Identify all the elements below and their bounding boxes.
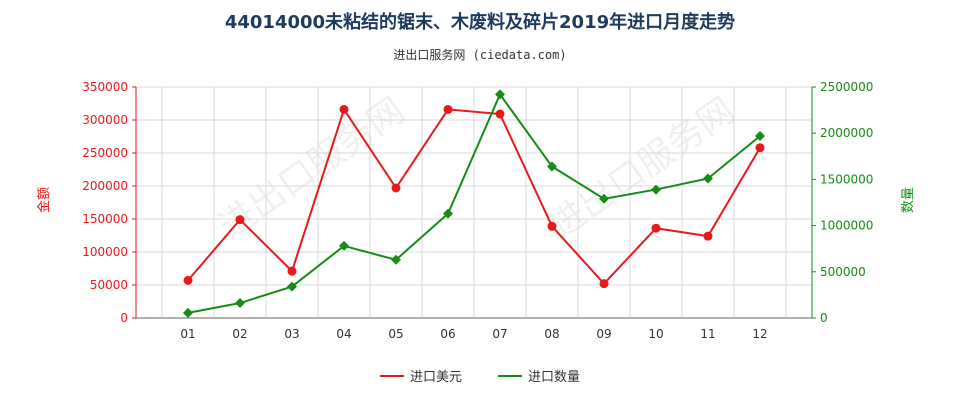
data-point-usd: [183, 275, 193, 285]
legend-item-usd[interactable]: 进口美元: [379, 366, 462, 385]
data-point-usd: [287, 266, 297, 276]
legend-swatch-usd: [379, 370, 404, 382]
data-point-quantity: [651, 184, 661, 195]
data-point-usd: [495, 109, 505, 119]
data-point-usd: [651, 223, 661, 233]
chart-title: 44014000未粘结的锯末、木废料及碎片2019年进口月度走势: [224, 12, 736, 33]
legend-label-usd: 进口美元: [409, 370, 462, 385]
data-point-quantity: [339, 240, 349, 251]
x-tick-label: 01: [180, 327, 195, 341]
x-tick-label: 12: [752, 327, 767, 341]
y-left-tick-label: 300000: [82, 113, 128, 127]
y-right-tick-label: 2500000: [820, 80, 873, 94]
x-tick-label: 02: [232, 327, 247, 341]
data-point-quantity: [495, 89, 505, 100]
grid-lines: 进出口服务网 进出口服务网: [136, 86, 812, 318]
x-tick-label: 10: [648, 327, 663, 341]
x-tick-label: 05: [388, 327, 403, 341]
data-point-usd: [703, 231, 713, 241]
data-point-quantity: [755, 130, 765, 141]
y-left-tick-label: 150000: [82, 212, 128, 226]
data-point-usd: [339, 104, 349, 114]
y-right-tick-label: 1000000: [820, 219, 873, 233]
data-point-quantity: [599, 193, 609, 204]
data-point-quantity: [443, 208, 453, 219]
data-point-usd: [443, 104, 453, 114]
data-point-quantity: [235, 298, 245, 309]
series-layer: [183, 89, 765, 318]
data-point-quantity: [183, 307, 193, 318]
data-point-quantity: [547, 161, 557, 172]
data-point-usd: [599, 279, 609, 289]
y-left-tick-label: 50000: [90, 278, 128, 292]
y-left-tick-label: 350000: [82, 80, 128, 94]
y-axis-left-label: 金额: [36, 187, 52, 213]
legend-label-quantity: 进口数量: [528, 370, 581, 385]
data-point-usd: [755, 143, 765, 153]
x-tick-label: 08: [544, 327, 559, 341]
y-axis-right-label: 数量: [901, 187, 916, 213]
watermark-text: 进出口服务网: [542, 90, 742, 247]
data-point-quantity: [703, 173, 713, 184]
axes: 0 50000 100000 150000 200000 250000 300000 3500…: [82, 80, 873, 341]
y-left-tick-label: 250000: [82, 146, 128, 160]
y-right-tick-label: 1500000: [820, 172, 873, 186]
x-tick-label: 07: [492, 327, 507, 341]
y-right-tick-label: 0: [820, 311, 828, 325]
chart-subtitle: 进出口服务网 (ciedata.com): [393, 48, 567, 62]
data-point-usd: [235, 215, 245, 225]
y-left-tick-label: 0: [120, 311, 128, 325]
x-tick-label: 06: [440, 327, 455, 341]
x-tick-label: 03: [284, 327, 299, 341]
y-right-tick-label: 500000: [820, 265, 866, 279]
data-point-quantity: [287, 281, 297, 292]
x-tick-label: 11: [700, 327, 715, 341]
legend-swatch-quantity: [498, 370, 522, 382]
x-tick-label: 09: [596, 327, 611, 341]
data-point-usd: [547, 221, 557, 231]
y-left-tick-label: 200000: [82, 179, 128, 193]
legend: 进口美元 进口数量: [0, 366, 960, 385]
y-left-tick-label: 100000: [82, 245, 128, 259]
x-tick-label: 04: [336, 327, 351, 341]
y-right-tick-label: 2000000: [820, 126, 873, 140]
series-line-quantity: [187, 92, 761, 314]
legend-item-quantity[interactable]: 进口数量: [498, 366, 580, 385]
data-point-quantity: [391, 254, 401, 265]
series-line-usd: [187, 107, 761, 286]
data-point-usd: [391, 183, 401, 193]
